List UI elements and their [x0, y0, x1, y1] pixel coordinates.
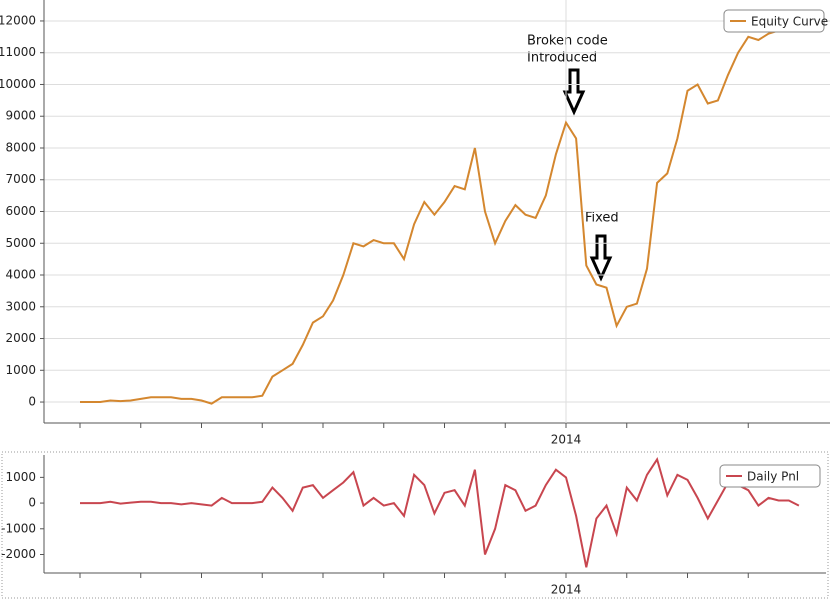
annotation: Broken code [527, 34, 608, 49]
annotation: Fixed [585, 211, 619, 226]
x-tick-label: 2014 [551, 583, 582, 597]
y-tick-label: 4000 [5, 268, 36, 282]
y-tick-label: 8000 [5, 140, 36, 154]
line [80, 457, 800, 568]
y-tick-label: -1000 [1, 521, 36, 535]
y-tick-label: 11000 [0, 45, 36, 59]
y-tick-label: 0 [28, 395, 36, 409]
y-tick-label: -2000 [1, 547, 36, 561]
panel-border [1, 451, 829, 599]
y-tick-label: 0 [28, 496, 36, 510]
x-tick-label: 2014 [551, 433, 582, 447]
y-tick-label: 7000 [5, 172, 36, 186]
annotation: Introduced [527, 51, 597, 66]
legend-box [719, 464, 821, 488]
legend-label: Equity Curve [751, 15, 828, 29]
legend-label: Daily Pnl [747, 470, 799, 484]
legend-box [723, 9, 825, 33]
y-tick-label: 2000 [5, 331, 36, 345]
arrow [562, 68, 586, 116]
y-tick-label: 1000 [5, 470, 36, 484]
y-tick-label: 6000 [5, 204, 36, 218]
y-tick-label: 10000 [0, 77, 36, 91]
line [80, 26, 800, 405]
y-tick-label: 5000 [5, 236, 36, 250]
arrow [589, 234, 613, 282]
y-tick-label: 12000 [0, 13, 36, 27]
y-tick-label: 9000 [5, 109, 36, 123]
y-tick-label: 3000 [5, 299, 36, 313]
y-tick-label: 1000 [5, 363, 36, 377]
